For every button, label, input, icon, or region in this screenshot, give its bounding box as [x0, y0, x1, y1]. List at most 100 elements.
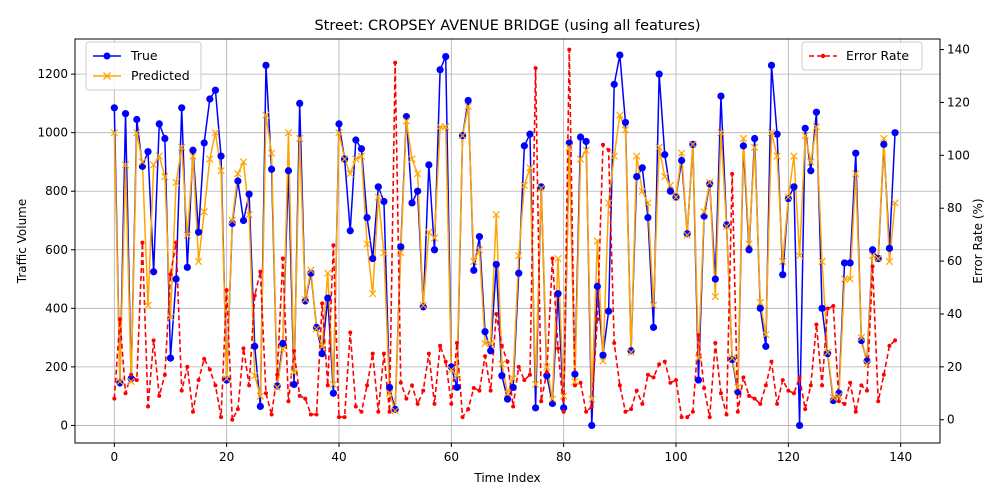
- y-tick-label: 1000: [37, 126, 68, 140]
- predicted-point: [295, 134, 304, 143]
- error-rate-point: [690, 409, 695, 414]
- predicted-point: [408, 155, 416, 163]
- error-rate-point: [157, 393, 162, 398]
- true-point: [267, 165, 276, 173]
- predicted-point: [722, 222, 731, 231]
- true-point: [251, 342, 259, 350]
- predicted-point: [711, 292, 720, 301]
- true-point: [767, 61, 776, 69]
- true-point: [824, 350, 832, 358]
- error-rate-point: [758, 401, 763, 406]
- x-tick-label: 60: [444, 450, 459, 464]
- error-rate-point: [123, 391, 128, 396]
- predicted-point: [183, 231, 192, 239]
- y-axis-right-label: Error Rate (%): [971, 198, 985, 283]
- predicted-point: [211, 128, 220, 137]
- error-rate-point: [286, 399, 291, 404]
- predicted-point: [318, 342, 326, 351]
- true-point: [481, 328, 489, 336]
- true-point: [599, 351, 607, 359]
- predicted-point: [632, 152, 641, 160]
- true-point: [531, 404, 540, 412]
- predicted-point: [767, 128, 776, 137]
- error-rate-point: [336, 415, 341, 420]
- predicted-point: [239, 158, 248, 166]
- error-rate-point: [735, 409, 740, 414]
- true-point: [492, 260, 500, 269]
- error-rate-point: [275, 372, 280, 377]
- true-point: [172, 275, 180, 283]
- legend-true-label: True: [130, 48, 158, 63]
- predicted-point: [391, 407, 399, 415]
- error-rate-point: [713, 341, 718, 346]
- predicted-point: [666, 181, 675, 190]
- chart-title: Street: CROPSEY AVENUE BRIDGE (using all…: [314, 18, 700, 34]
- error-rate-point: [415, 401, 420, 406]
- predicted-point: [683, 231, 691, 239]
- error-rate-point: [674, 378, 679, 383]
- predicted-point: [464, 102, 472, 111]
- predicted-point: [262, 111, 270, 119]
- error-rate-point: [320, 301, 325, 306]
- true-point: [144, 148, 152, 156]
- error-rate-point: [224, 288, 229, 293]
- true-point: [509, 383, 517, 391]
- predicted-point: [868, 251, 877, 260]
- error-rate-point: [174, 240, 179, 245]
- series-layer: [110, 47, 899, 430]
- error-rate-point: [140, 240, 145, 245]
- predicted-point: [430, 234, 439, 242]
- predicted-point: [121, 161, 130, 169]
- error-rate-point: [842, 401, 847, 406]
- true-point: [868, 246, 877, 254]
- predicted-point: [790, 152, 798, 160]
- error-rate-point: [342, 415, 347, 420]
- error-rate-point: [629, 407, 634, 412]
- predicted-series-line: [113, 105, 896, 412]
- predicted-point: [705, 178, 714, 187]
- true-point: [121, 110, 130, 118]
- error-rate-point: [769, 359, 774, 364]
- true-point: [206, 95, 214, 103]
- predicted-point: [155, 152, 163, 160]
- true-point: [166, 354, 175, 362]
- error-rate-point: [213, 383, 218, 388]
- error-rate-point: [348, 330, 353, 335]
- true-point: [380, 197, 388, 206]
- error-rate-point: [185, 364, 190, 369]
- true-point: [773, 130, 781, 138]
- predicted-point: [537, 184, 545, 193]
- y-tick-label: 400: [45, 301, 68, 315]
- predicted-point: [745, 240, 753, 248]
- predicted-point: [374, 193, 383, 201]
- error-rate-point: [831, 304, 836, 309]
- y-tick-label: 1200: [37, 67, 68, 81]
- true-point: [728, 355, 736, 364]
- predicted-point: [543, 363, 551, 371]
- predicted-point: [863, 360, 871, 368]
- predicted-point: [857, 333, 866, 342]
- true-point: [245, 190, 253, 198]
- true-point: [155, 120, 163, 128]
- legend-left: True Predicted: [85, 41, 202, 91]
- true-point: [273, 382, 281, 390]
- error-rate-point: [763, 383, 768, 388]
- legend-right-box: [801, 41, 923, 71]
- error-rate-point: [623, 409, 628, 414]
- predicted-point: [335, 128, 343, 137]
- plot-frame: [74, 38, 941, 444]
- true-point: [312, 323, 321, 331]
- predicted-point: [689, 140, 697, 149]
- true-point: [801, 124, 809, 132]
- predicted-point: [172, 178, 180, 187]
- error-rate-point: [483, 354, 488, 359]
- predicted-point: [447, 366, 456, 374]
- true-point: [296, 99, 304, 108]
- predicted-point: [492, 210, 500, 219]
- true-point: [425, 161, 433, 169]
- y-tick-label: 600: [45, 243, 68, 257]
- predicted-point: [548, 395, 557, 403]
- predicted-point: [734, 383, 742, 392]
- legend-predicted-marker: [103, 72, 111, 80]
- predicted-point: [801, 131, 809, 140]
